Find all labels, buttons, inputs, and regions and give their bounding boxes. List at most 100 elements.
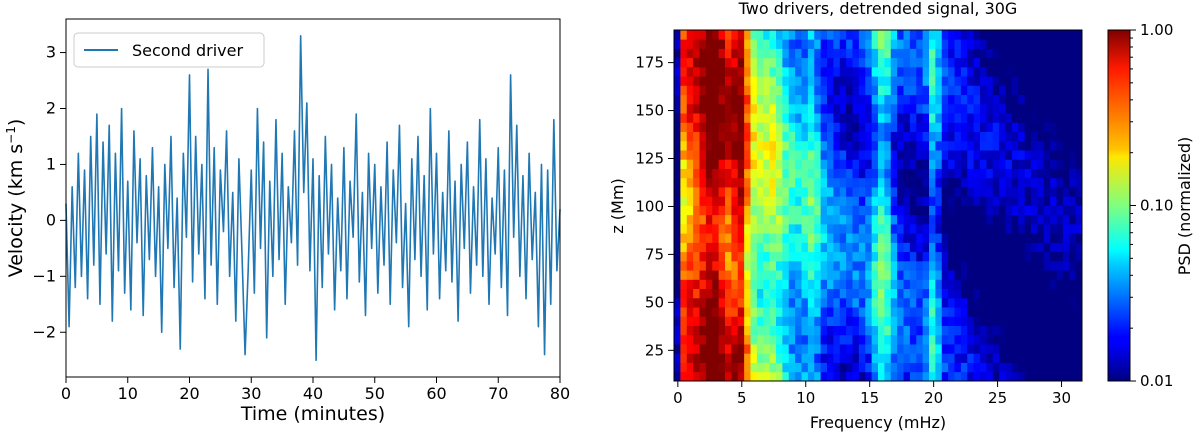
heatmap-cell — [769, 159, 777, 169]
heatmap-cell — [1005, 150, 1013, 160]
heatmap-cell — [954, 39, 962, 49]
heatmap-cell — [814, 48, 822, 59]
heatmap-cell — [731, 76, 739, 86]
heatmap-cell — [1050, 325, 1057, 336]
heatmap-cell — [935, 85, 943, 96]
heatmap-cell — [763, 85, 771, 96]
heatmap-cell — [941, 325, 949, 336]
heatmap-cell — [776, 131, 783, 142]
heatmap-cell — [680, 94, 688, 105]
heatmap-cell — [922, 270, 930, 280]
heatmap-cell — [980, 325, 987, 336]
heatmap-cell — [871, 371, 879, 382]
heatmap-cell — [827, 196, 834, 206]
heatmap-cell — [986, 196, 994, 206]
heatmap-cell — [967, 371, 975, 382]
heatmap-cell — [699, 260, 707, 271]
heatmap-cell — [935, 307, 943, 317]
heatmap-cell — [1050, 353, 1057, 363]
heatmap-cell — [948, 242, 955, 253]
heatmap-cell — [1005, 177, 1013, 188]
heatmap-cell — [814, 140, 822, 151]
heatmap-cell — [865, 214, 873, 225]
heatmap-cell — [1043, 297, 1051, 308]
heatmap-x-axis-label: Frequency (mHz) — [810, 413, 946, 432]
heatmap-cell — [1069, 150, 1077, 160]
heatmap-cell — [737, 57, 745, 68]
heatmap-cell — [763, 297, 771, 308]
heatmap-cell — [935, 353, 943, 363]
heatmap-cell — [1031, 307, 1038, 317]
heatmap-cell — [674, 307, 681, 317]
heatmap-cell — [807, 168, 815, 179]
heatmap-cell — [807, 344, 815, 354]
heatmap-cell — [871, 39, 879, 49]
heatmap-title: Two drivers, detrended signal, 30G — [738, 0, 1018, 18]
heatmap-cell — [820, 334, 828, 345]
heatmap-cell — [1069, 297, 1077, 308]
heatmap-cell — [693, 85, 700, 96]
heatmap-cell — [1056, 57, 1064, 68]
heatmap-cell — [750, 251, 758, 262]
heatmap-cell — [967, 344, 975, 354]
heatmap-cell — [871, 316, 879, 326]
heatmap-cell — [795, 150, 802, 160]
heatmap-cell — [967, 288, 975, 299]
heatmap-cell — [674, 223, 681, 234]
heatmap-cell — [1024, 113, 1032, 123]
heatmap-cell — [833, 103, 841, 114]
heatmap-cell — [948, 122, 955, 133]
heatmap-cell — [763, 103, 771, 114]
heatmap-cell — [935, 223, 943, 234]
heatmap-cell — [788, 325, 796, 336]
heatmap-cell — [756, 251, 764, 262]
heatmap-cell — [1050, 233, 1057, 243]
heatmap-cell — [807, 159, 815, 169]
heatmap-cell — [756, 48, 764, 59]
heatmap-cell — [827, 177, 834, 188]
heatmap-cell — [839, 344, 847, 354]
heatmap-cell — [1018, 233, 1026, 243]
heatmap-cell — [846, 131, 853, 142]
heatmap-cell — [814, 196, 822, 206]
heatmap-cell — [954, 177, 962, 188]
heatmap-cell — [1018, 251, 1026, 262]
heatmap-cell — [1024, 279, 1032, 290]
heatmap-cell — [737, 85, 745, 96]
heatmap-cell — [973, 297, 981, 308]
heatmap-cell — [1062, 57, 1070, 68]
heatmap-cell — [999, 113, 1006, 123]
heatmap-cell — [999, 150, 1006, 160]
heatmap-cell — [858, 334, 866, 345]
heatmap-cell — [865, 48, 873, 59]
heatmap-cell — [731, 251, 739, 262]
heatmap-cell — [839, 297, 847, 308]
heatmap-cell — [1005, 196, 1013, 206]
heatmap-cell — [999, 177, 1006, 188]
heatmap-cell — [795, 270, 802, 280]
heatmap-cell — [1056, 196, 1064, 206]
heatmap-cell — [718, 94, 726, 105]
heatmap-cell — [992, 39, 1000, 49]
heatmap-cell — [750, 344, 758, 354]
heatmap-cell — [980, 85, 987, 96]
heatmap-cell — [865, 113, 873, 123]
heatmap-cell — [725, 307, 732, 317]
heatmap-cell — [737, 30, 745, 40]
colorbar-label: PSD (normalized) — [1175, 137, 1194, 276]
heatmap-cell — [1037, 270, 1045, 280]
left-x-tick-label: 10 — [118, 384, 138, 403]
heatmap-cell — [1043, 94, 1051, 105]
heatmap-cell — [909, 150, 917, 160]
heatmap-cell — [674, 66, 681, 77]
heatmap-cell — [776, 140, 783, 151]
heatmap-cell — [986, 131, 994, 142]
heatmap-cell — [1011, 85, 1019, 96]
heatmap-cell — [839, 334, 847, 345]
heatmap-cell — [1037, 233, 1045, 243]
heatmap-cell — [814, 362, 822, 373]
heatmap-cell — [807, 288, 815, 299]
heatmap-x-tick-label: 10 — [796, 389, 815, 407]
heatmap-cell — [846, 94, 853, 105]
heatmap-cell — [1062, 325, 1070, 336]
